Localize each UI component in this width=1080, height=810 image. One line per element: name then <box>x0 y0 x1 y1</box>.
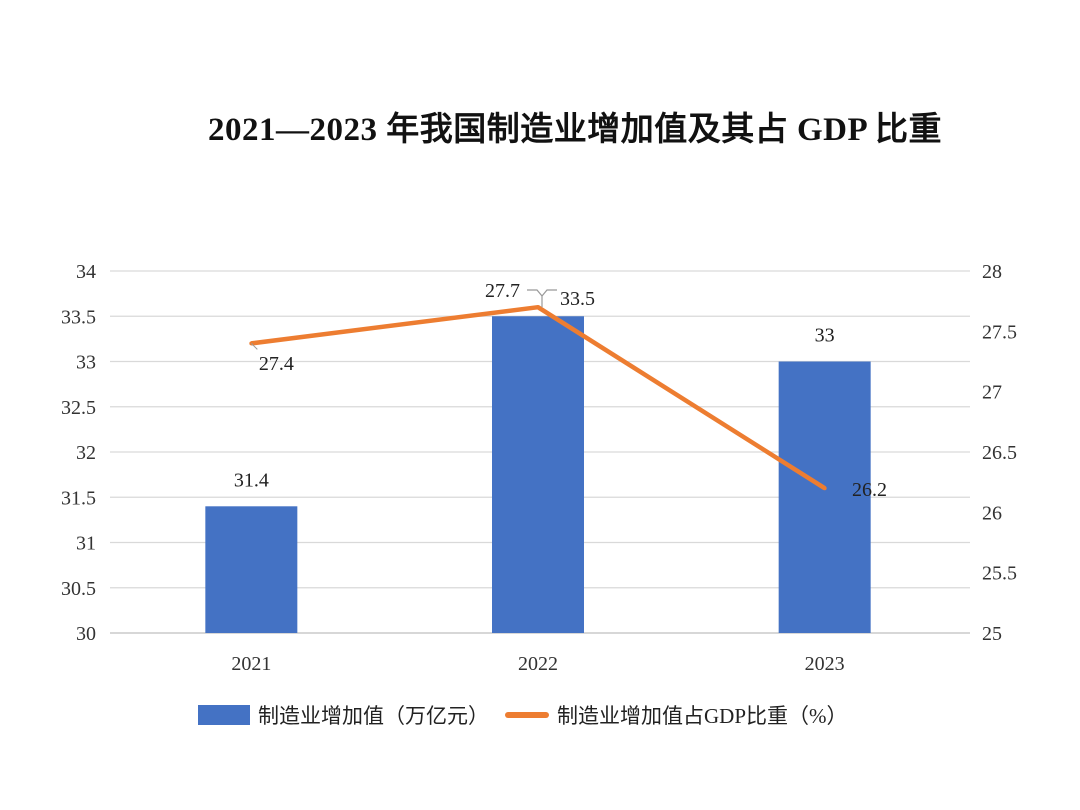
right-tick-label: 26 <box>982 502 1002 524</box>
right-tick-label: 26.5 <box>982 442 1017 464</box>
left-tick-label: 34 <box>76 261 96 283</box>
legend-bar-label: 制造业增加值（万亿元） <box>258 704 489 728</box>
x-tick-label: 2023 <box>805 653 845 675</box>
x-tick-label: 2021 <box>231 653 271 675</box>
legend-line-swatch <box>505 712 549 718</box>
bar-data-label: 31.4 <box>234 469 269 491</box>
line-data-label: 27.4 <box>259 353 294 375</box>
bar <box>778 361 871 633</box>
right-tick-label: 25 <box>982 623 1002 645</box>
line-point <box>536 305 540 310</box>
legend-line-label: 制造业增加值占GDP比重（%） <box>557 704 848 728</box>
line-point <box>822 486 827 491</box>
right-tick-label: 28 <box>982 261 1002 283</box>
left-tick-label: 32.5 <box>61 397 96 419</box>
line-data-label: 26.2 <box>852 479 887 501</box>
right-tick-label: 25.5 <box>982 563 1017 585</box>
left-tick-label: 32 <box>76 442 96 464</box>
bar-data-label: 33.5 <box>560 288 595 310</box>
line-data-label: 27.7 <box>485 280 520 302</box>
bar-data-label: 33 <box>815 325 835 347</box>
left-tick-label: 30.5 <box>61 578 96 600</box>
legend-bar-swatch <box>198 705 250 725</box>
leader-line <box>527 289 557 308</box>
legend: 制造业增加值（万亿元） 制造业增加值占GDP比重（%） <box>198 700 848 730</box>
bar <box>205 506 298 633</box>
left-tick-label: 31 <box>76 533 96 555</box>
x-tick-label: 2022 <box>518 653 558 675</box>
left-tick-label: 33.5 <box>61 306 96 328</box>
left-tick-label: 33 <box>76 352 96 374</box>
right-tick-label: 27 <box>982 382 1002 404</box>
left-tick-label: 31.5 <box>61 487 96 509</box>
bar <box>492 316 584 633</box>
leader-line <box>250 343 258 350</box>
right-tick-label: 27.5 <box>982 321 1017 343</box>
chart-title: 2021—2023 年我国制造业增加值及其占 GDP 比重 <box>207 112 943 148</box>
left-tick-label: 30 <box>76 623 96 645</box>
